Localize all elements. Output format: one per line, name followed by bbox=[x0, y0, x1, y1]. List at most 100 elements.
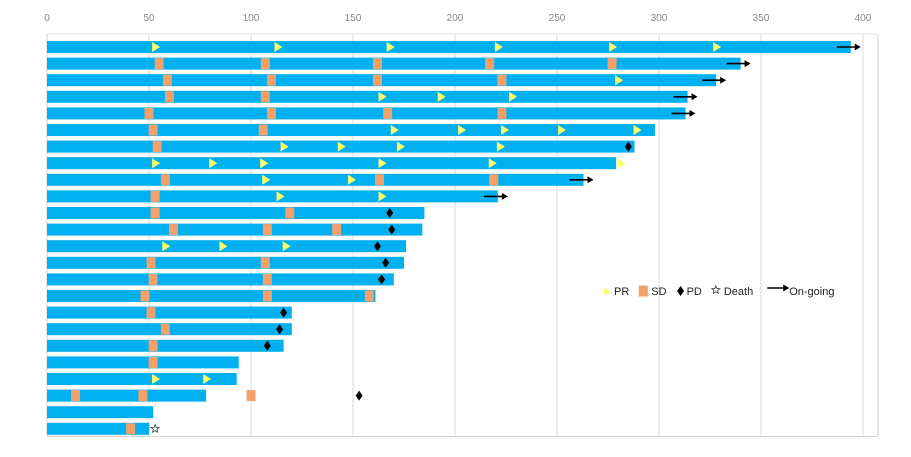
patient-bar bbox=[47, 107, 686, 120]
patient-bar bbox=[47, 339, 284, 352]
pd-marker bbox=[263, 340, 271, 351]
patient-bar bbox=[47, 190, 498, 203]
sd-marker bbox=[372, 58, 382, 70]
sd-marker bbox=[262, 224, 272, 236]
patient-bar bbox=[47, 290, 376, 302]
sd-marker bbox=[148, 340, 158, 352]
sd-marker bbox=[262, 273, 272, 285]
pr-marker bbox=[386, 42, 395, 52]
sd-marker bbox=[258, 124, 268, 136]
sd-marker bbox=[150, 207, 160, 219]
sd-marker bbox=[485, 58, 495, 70]
legend-pr-icon bbox=[602, 287, 610, 294]
sd-marker bbox=[164, 91, 174, 103]
sd-marker bbox=[285, 207, 295, 219]
sd-marker bbox=[126, 423, 136, 435]
pr-marker bbox=[378, 191, 387, 202]
sd-marker bbox=[168, 224, 178, 236]
legend-ongoing-icon bbox=[767, 284, 790, 292]
sd-marker bbox=[138, 390, 148, 402]
patient-bar bbox=[47, 157, 617, 170]
legend-item-on-going: On-going bbox=[767, 284, 834, 298]
ongoing-arrow-head bbox=[744, 60, 751, 68]
x-tick-label: 300 bbox=[651, 13, 668, 24]
pr-marker bbox=[262, 174, 271, 185]
x-tick-label: 0 bbox=[44, 13, 50, 24]
x-tick-label: 100 bbox=[243, 13, 260, 24]
pd-marker bbox=[388, 224, 396, 235]
sd-marker bbox=[260, 91, 270, 103]
pr-marker bbox=[162, 241, 171, 252]
patient-bar bbox=[47, 207, 425, 219]
pr-marker bbox=[437, 91, 446, 102]
pr-marker bbox=[274, 42, 283, 52]
pd-marker bbox=[624, 141, 632, 152]
sd-marker bbox=[71, 390, 81, 402]
sd-marker bbox=[154, 58, 164, 70]
pr-marker bbox=[378, 91, 387, 102]
pr-marker bbox=[500, 125, 509, 135]
death-marker bbox=[150, 423, 161, 434]
ongoing-arrow bbox=[671, 109, 696, 117]
legend-label: Death bbox=[724, 286, 753, 298]
pr-marker bbox=[282, 241, 291, 252]
sd-marker bbox=[266, 107, 276, 119]
sd-marker bbox=[266, 74, 276, 86]
sd-marker bbox=[375, 174, 385, 186]
pr-marker bbox=[152, 374, 161, 384]
sd-marker bbox=[146, 257, 156, 269]
legend-label: On-going bbox=[789, 286, 834, 298]
patient-bar bbox=[47, 90, 688, 103]
legend-item-pr: PR bbox=[602, 286, 629, 298]
sd-marker bbox=[246, 390, 256, 402]
ongoing-arrow bbox=[483, 192, 508, 200]
patient-bar bbox=[47, 173, 584, 186]
sd-marker bbox=[150, 190, 160, 202]
legend-item-death: Death bbox=[710, 284, 753, 298]
pd-marker bbox=[355, 390, 363, 401]
pr-marker bbox=[347, 174, 356, 185]
x-tick-label: 250 bbox=[549, 13, 566, 24]
sd-marker bbox=[372, 74, 382, 86]
sd-marker bbox=[140, 290, 150, 302]
pr-marker bbox=[378, 158, 387, 169]
ongoing-arrow bbox=[673, 93, 698, 101]
x-axis-ticks: 0 50 100 150 200 250 300 350 400 bbox=[44, 13, 872, 24]
pd-marker bbox=[386, 208, 394, 218]
patient-bar bbox=[47, 41, 851, 53]
pd-marker bbox=[276, 324, 284, 335]
pr-marker bbox=[458, 125, 467, 135]
pd-marker bbox=[280, 307, 288, 318]
legend-label: SD bbox=[651, 286, 666, 298]
pr-marker bbox=[496, 141, 505, 152]
sd-marker bbox=[383, 107, 393, 119]
sd-marker bbox=[162, 74, 172, 86]
patient-bar bbox=[47, 256, 404, 269]
patient-bar bbox=[47, 373, 237, 385]
legend-item-sd: SD bbox=[638, 285, 667, 298]
pr-marker bbox=[615, 75, 624, 86]
pr-marker bbox=[558, 125, 567, 135]
ongoing-arrow bbox=[702, 76, 727, 84]
patient-bar bbox=[47, 273, 394, 286]
ongoing-arrow-head bbox=[783, 284, 790, 292]
sd-marker bbox=[152, 141, 162, 153]
ongoing-arrow-head bbox=[501, 192, 508, 200]
x-tick-label: 50 bbox=[143, 13, 155, 24]
ongoing-arrow bbox=[836, 43, 861, 51]
sd-marker bbox=[262, 290, 272, 302]
sd-marker bbox=[497, 107, 507, 119]
ongoing-arrow-head bbox=[691, 93, 698, 101]
pr-marker bbox=[276, 191, 285, 202]
pd-marker bbox=[373, 241, 381, 252]
pd-marker bbox=[378, 274, 386, 285]
pr-marker bbox=[203, 374, 212, 384]
pr-marker bbox=[488, 158, 497, 169]
pr-marker bbox=[617, 158, 626, 169]
patient-bar bbox=[47, 57, 741, 70]
ongoing-arrow-head bbox=[854, 43, 861, 51]
x-tick-label: 150 bbox=[345, 13, 362, 24]
patient-bar bbox=[47, 356, 239, 369]
ongoing-arrow bbox=[726, 60, 751, 68]
